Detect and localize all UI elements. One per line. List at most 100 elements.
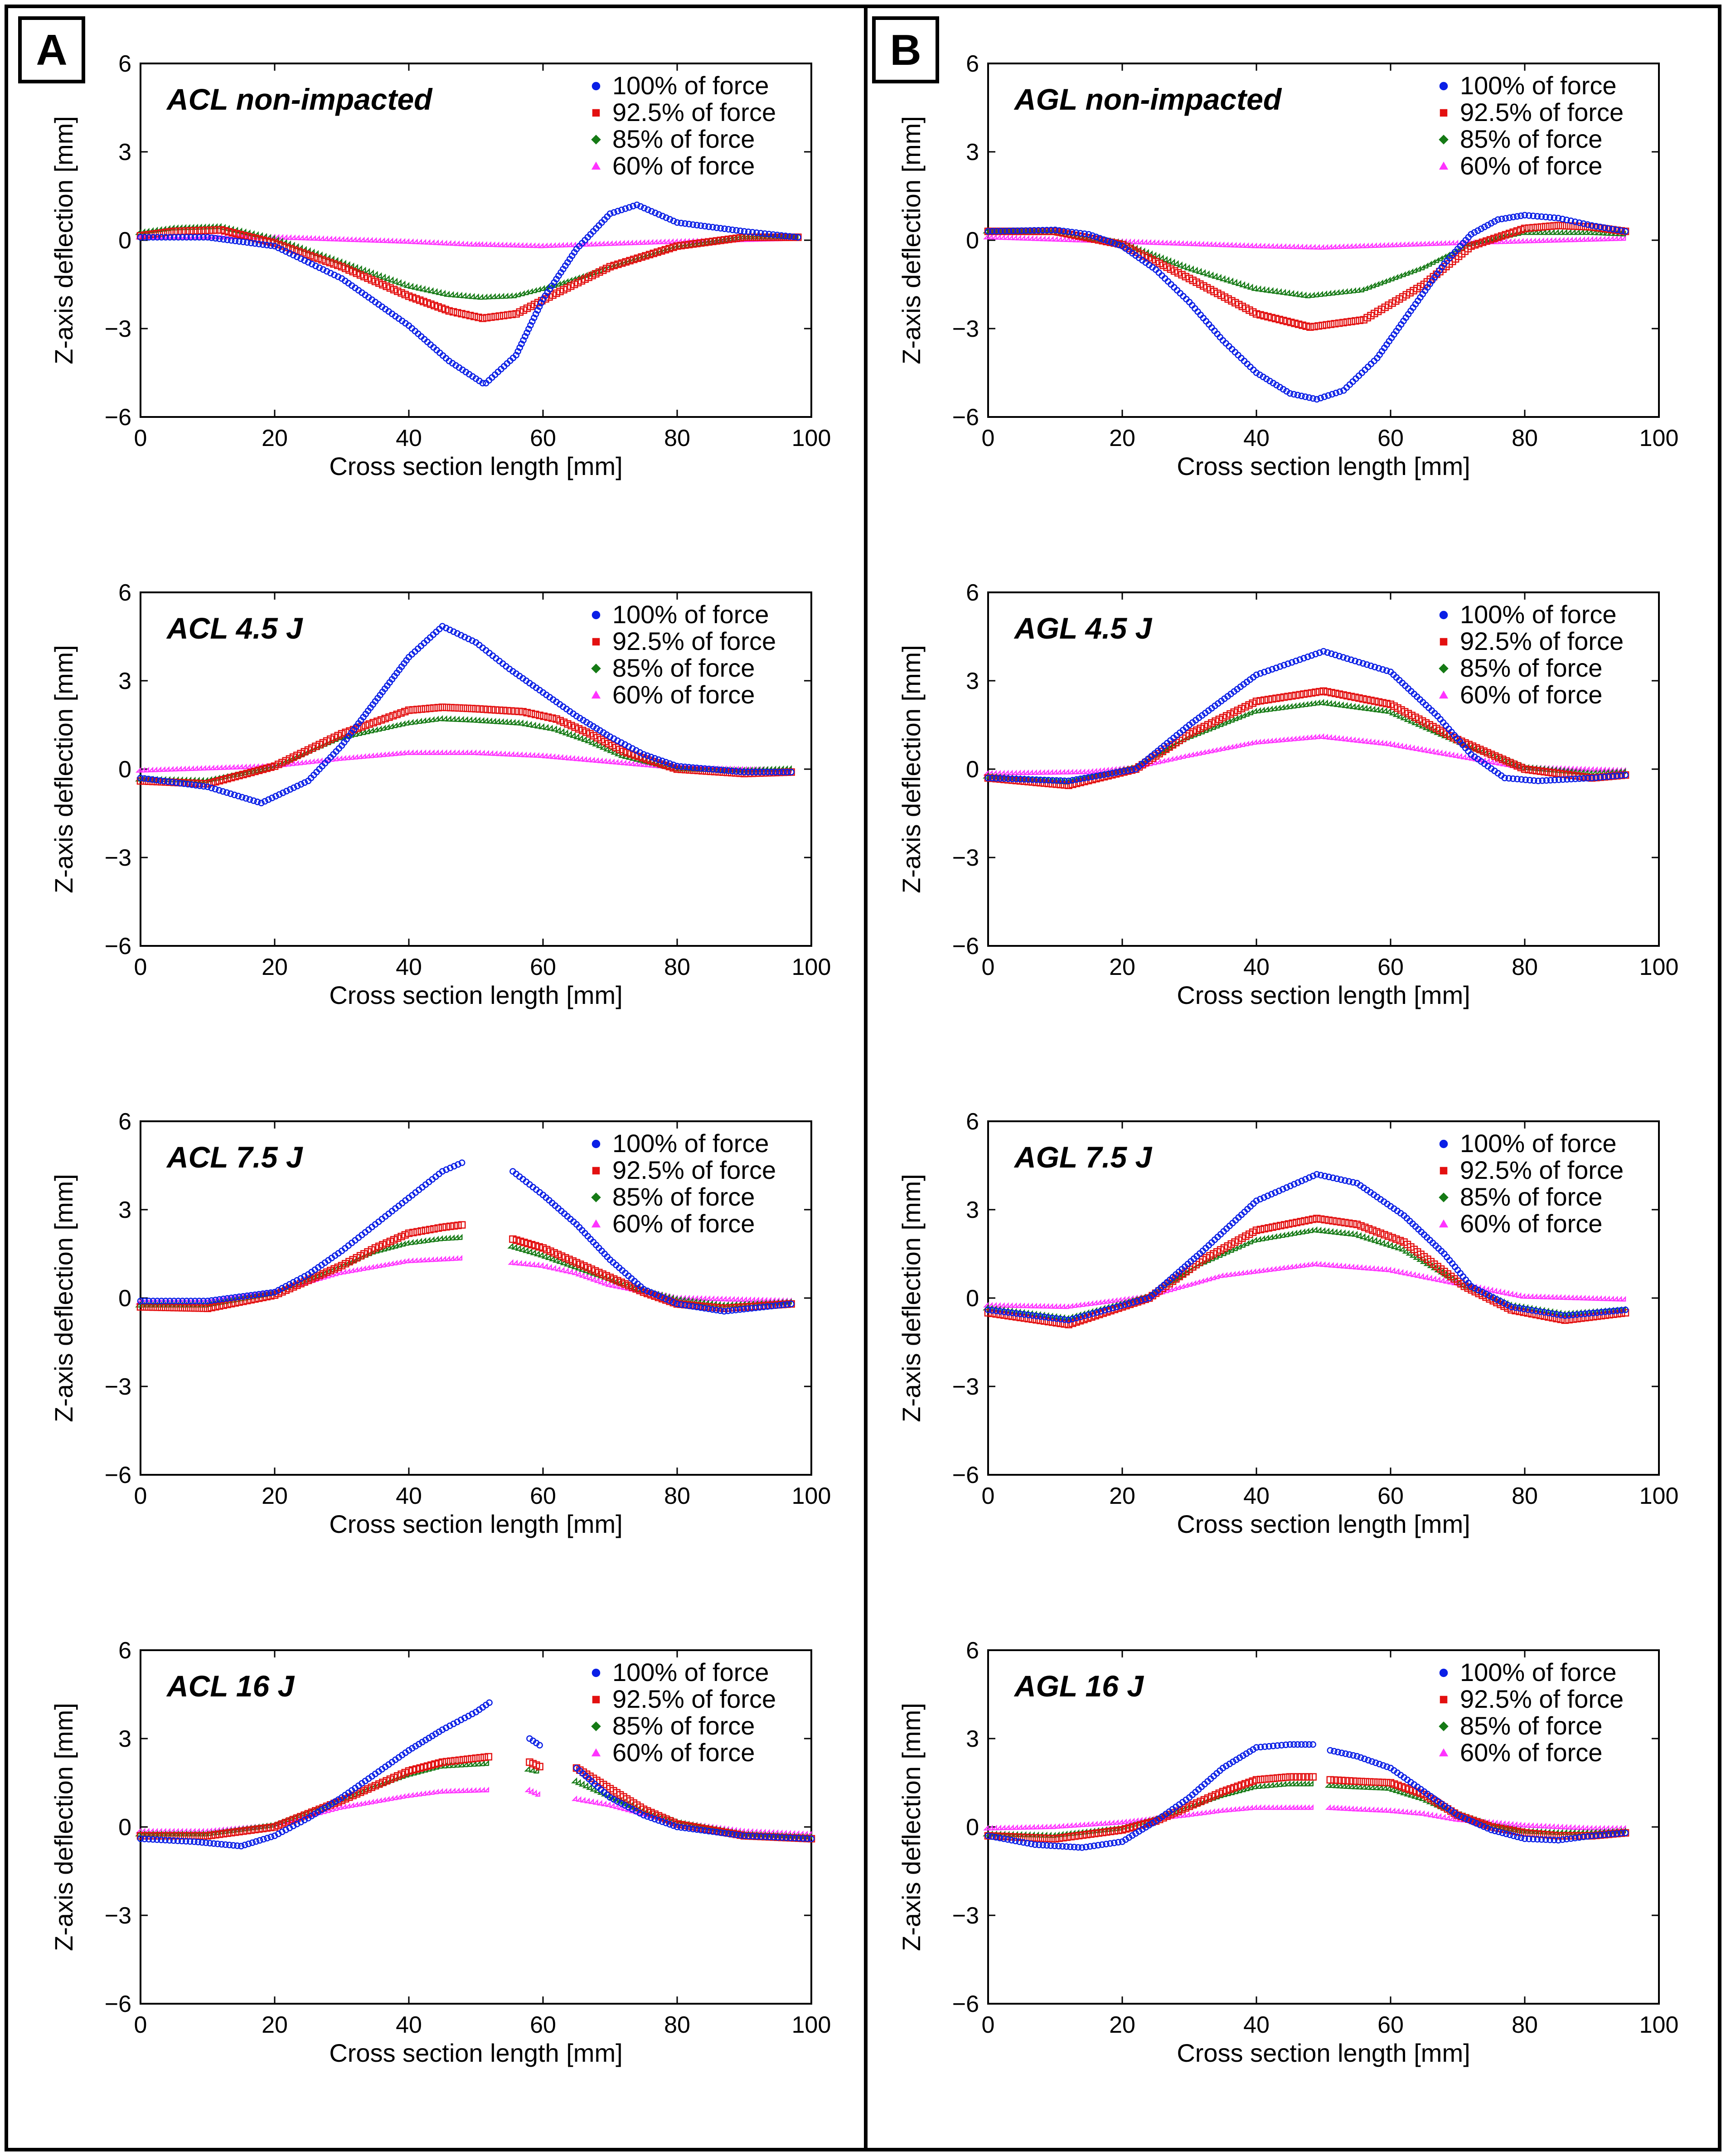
data-point bbox=[503, 707, 511, 715]
data-point bbox=[310, 253, 318, 261]
data-point bbox=[1502, 215, 1509, 222]
data-point bbox=[369, 719, 377, 727]
data-point bbox=[231, 791, 238, 799]
x-tick-label: 0 bbox=[134, 2012, 147, 2038]
data-point bbox=[1413, 745, 1419, 751]
data-point bbox=[1526, 212, 1532, 219]
data-point bbox=[368, 752, 374, 758]
y-tick-label: 3 bbox=[966, 1197, 979, 1223]
data-point bbox=[1467, 242, 1475, 250]
data-point bbox=[1061, 781, 1068, 789]
data-point bbox=[465, 635, 472, 642]
data-point bbox=[1584, 775, 1591, 782]
data-point bbox=[279, 790, 286, 796]
data-point bbox=[663, 1295, 669, 1303]
data-point bbox=[1518, 237, 1524, 244]
data-point bbox=[255, 1825, 263, 1833]
data-point bbox=[308, 261, 315, 267]
data-point bbox=[1288, 692, 1296, 700]
data-point bbox=[160, 778, 168, 785]
data-point bbox=[1564, 776, 1571, 783]
data-point bbox=[1291, 320, 1299, 327]
data-point bbox=[1252, 698, 1261, 705]
data-point bbox=[1334, 243, 1341, 249]
x-tick-label: 40 bbox=[1243, 425, 1270, 451]
data-point bbox=[514, 242, 520, 248]
data-point bbox=[176, 766, 182, 771]
data-point bbox=[509, 242, 516, 248]
data-point bbox=[530, 722, 536, 728]
data-point bbox=[1113, 1303, 1120, 1310]
data-point bbox=[1409, 745, 1415, 751]
data-point bbox=[1219, 275, 1226, 281]
data-point bbox=[250, 797, 257, 804]
data-point bbox=[1557, 1312, 1564, 1318]
data-point bbox=[454, 1788, 460, 1793]
data-point bbox=[447, 1757, 455, 1765]
data-point bbox=[1039, 769, 1045, 775]
data-point bbox=[1502, 238, 1508, 244]
data-point bbox=[219, 788, 227, 795]
y-tick-label: 6 bbox=[118, 1638, 131, 1664]
data-point bbox=[1087, 768, 1093, 774]
data-point bbox=[1064, 228, 1071, 235]
data-point bbox=[1299, 1262, 1305, 1268]
data-point bbox=[693, 1826, 700, 1833]
data-point bbox=[383, 237, 389, 243]
data-point bbox=[737, 234, 744, 242]
data-point bbox=[533, 1261, 539, 1268]
data-point bbox=[548, 714, 556, 722]
data-point bbox=[550, 1265, 557, 1271]
data-point bbox=[995, 234, 1001, 240]
data-point bbox=[477, 241, 484, 247]
y-tick-label: 3 bbox=[966, 139, 979, 165]
series-100 bbox=[984, 1171, 1629, 1324]
data-point bbox=[496, 750, 502, 756]
data-point bbox=[430, 1225, 438, 1233]
x-tick-label: 0 bbox=[982, 425, 995, 451]
data-point bbox=[278, 1820, 286, 1828]
data-point bbox=[326, 259, 334, 266]
x-tick-label: 80 bbox=[1512, 1483, 1538, 1509]
data-point bbox=[136, 1832, 145, 1840]
data-point bbox=[446, 240, 451, 246]
data-point bbox=[1199, 269, 1206, 276]
data-point bbox=[1296, 691, 1304, 699]
data-point bbox=[725, 767, 732, 774]
data-point bbox=[1280, 662, 1288, 669]
legend-marker-100 bbox=[1439, 610, 1448, 620]
data-point bbox=[1320, 648, 1327, 655]
data-point bbox=[678, 763, 684, 770]
data-point bbox=[388, 1260, 394, 1266]
data-point bbox=[408, 1792, 414, 1798]
data-point bbox=[403, 1240, 410, 1246]
data-point bbox=[655, 756, 662, 763]
data-point bbox=[1385, 1266, 1391, 1272]
data-point bbox=[1393, 742, 1399, 748]
data-point bbox=[634, 254, 642, 262]
data-point bbox=[538, 299, 545, 306]
data-point bbox=[492, 750, 498, 756]
data-point bbox=[594, 1277, 600, 1283]
data-point bbox=[1535, 777, 1542, 785]
data-point bbox=[1404, 241, 1410, 247]
data-point bbox=[176, 780, 184, 787]
data-point bbox=[309, 758, 315, 764]
data-point bbox=[455, 1161, 461, 1168]
data-point bbox=[721, 225, 728, 233]
data-point bbox=[1570, 1312, 1576, 1318]
data-point bbox=[1044, 1318, 1052, 1326]
data-point bbox=[662, 761, 669, 769]
data-point bbox=[372, 1263, 378, 1269]
data-point bbox=[1031, 1303, 1037, 1308]
data-point bbox=[227, 774, 235, 781]
data-point bbox=[590, 1785, 596, 1792]
data-point bbox=[704, 1295, 711, 1301]
data-point bbox=[256, 1837, 263, 1844]
data-point bbox=[1348, 318, 1355, 325]
data-point bbox=[1400, 714, 1406, 721]
data-point bbox=[1253, 671, 1260, 678]
data-point bbox=[655, 1817, 662, 1824]
data-point bbox=[566, 731, 572, 737]
data-point bbox=[1396, 1237, 1404, 1245]
